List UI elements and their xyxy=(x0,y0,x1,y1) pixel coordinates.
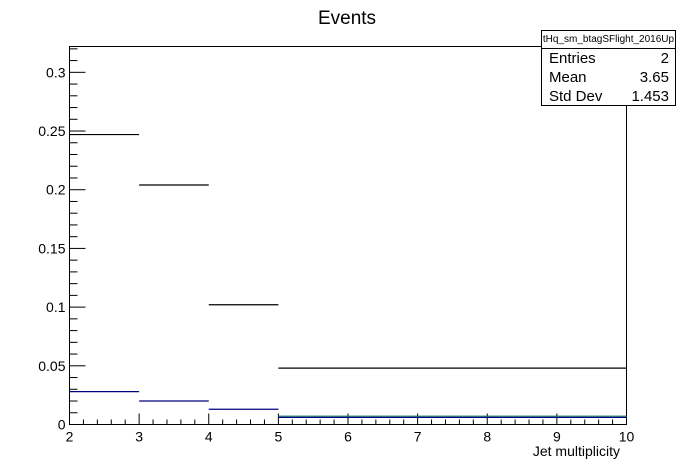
x-tick-label: 3 xyxy=(135,429,143,445)
y-tick-label: 0.1 xyxy=(46,299,66,315)
stats-row-mean: Mean 3.65 xyxy=(542,68,675,87)
stats-row-stddev: Std Dev 1.453 xyxy=(542,87,675,106)
stats-row-entries: Entries 2 xyxy=(542,49,675,68)
x-axis-label: Jet multiplicity xyxy=(533,443,620,459)
x-tick-label: 6 xyxy=(344,429,352,445)
stats-label: Entries xyxy=(549,50,596,67)
y-tick-label: 0.25 xyxy=(38,123,65,139)
y-tick-label: 0.15 xyxy=(38,240,65,256)
stats-box: tHq_sm_btagSFlight_2016Up Entries 2 Mean… xyxy=(541,30,676,106)
stats-title: tHq_sm_btagSFlight_2016Up xyxy=(542,31,675,49)
stats-value: 2 xyxy=(660,50,669,67)
x-tick-label: 4 xyxy=(205,429,213,445)
stats-value: 1.453 xyxy=(631,88,669,105)
y-tick-label: 0 xyxy=(58,417,66,433)
x-tick-label: 8 xyxy=(483,429,491,445)
stats-value: 3.65 xyxy=(639,69,669,86)
y-tick-label: 0.05 xyxy=(38,358,65,374)
x-tick-label: 2 xyxy=(66,429,74,445)
stats-label: Mean xyxy=(549,69,587,86)
x-tick-label: 5 xyxy=(274,429,282,445)
x-tick-label: 10 xyxy=(619,429,635,445)
y-tick-label: 0.3 xyxy=(46,64,66,80)
x-tick-label: 9 xyxy=(553,429,561,445)
x-tick-label: 7 xyxy=(414,429,422,445)
stats-label: Std Dev xyxy=(549,88,603,105)
y-tick-label: 0.2 xyxy=(46,182,66,198)
chart-title: Events xyxy=(318,8,376,29)
